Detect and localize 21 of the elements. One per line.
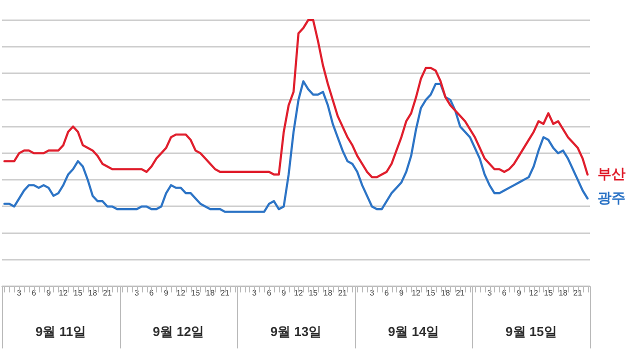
text: 9월 11일 (36, 324, 86, 339)
x-tick-label: 15 (308, 288, 318, 298)
text: 9월 12일 (152, 324, 204, 339)
text: 9월 13일 (270, 324, 322, 339)
x-tick-label: 12 (412, 288, 422, 298)
text: 9월 15일 (506, 324, 557, 339)
x-tick-label: 21 (220, 288, 230, 298)
x-tick-label: 15 (544, 288, 554, 298)
x-tick-label: 12 (294, 288, 304, 298)
series-label: 부산 (598, 165, 626, 182)
x-tick-label: 18 (206, 288, 216, 298)
x-tick-label: 21 (338, 288, 348, 298)
x-tick-label: 18 (440, 288, 450, 298)
x-tick-label: 18 (558, 288, 568, 298)
x-tick-label: 12 (58, 288, 68, 298)
text: 9월 14일 (388, 324, 440, 339)
series-label: 광주 (598, 189, 626, 206)
x-tick-label: 12 (176, 288, 186, 298)
x-tick-label: 21 (456, 288, 466, 298)
x-tick-label: 21 (102, 288, 112, 298)
x-tick-label: 21 (573, 288, 583, 298)
